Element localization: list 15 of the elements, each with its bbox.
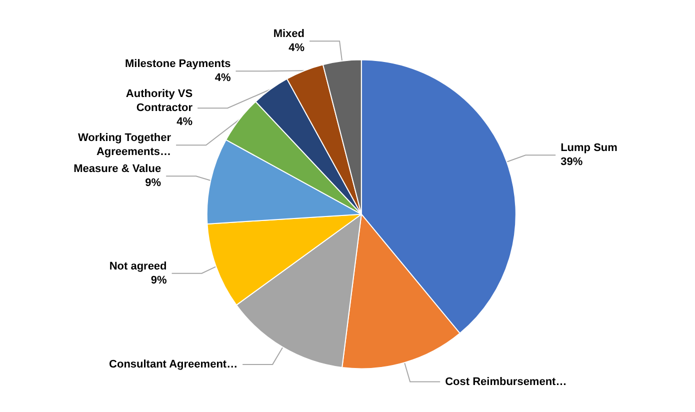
data-label: 4% [176,116,193,128]
slice-label: Lump Sum [560,142,618,154]
slice-label: Working Together Agreements… [78,132,172,158]
slice-label: Authority VS Contractor [126,88,194,114]
data-label: 9% [150,274,167,286]
data-label: 4% [288,42,305,54]
data-label: 39% [560,156,583,168]
slice-label: Measure & Value [74,163,162,176]
slice-label: Cost Reimbursement… [445,376,567,388]
slice-label: Mixed [273,28,305,40]
slice-label: Milestone Payments [124,58,231,70]
slice-label: Consultant Agreement… [109,358,238,370]
data-label: 9% [145,177,162,190]
data-label: 4% [214,72,231,84]
slice-label: Not agreed [109,260,167,272]
